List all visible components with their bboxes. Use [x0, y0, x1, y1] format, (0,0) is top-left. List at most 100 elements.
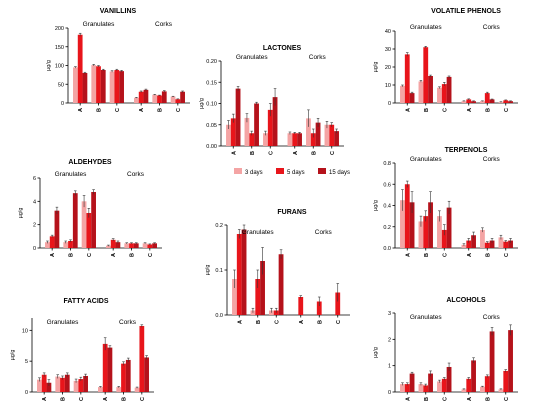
bar [306, 118, 311, 146]
group-label: Granulates [242, 229, 275, 236]
chart-panel-fatty-acids: FATTY ACIDS 0 5 10 µg/g A B C A B C Granulates Corks [10, 298, 154, 401]
bar [45, 242, 50, 248]
bar [400, 200, 405, 248]
chart-panel-aldehydes: ALDEHYDES 0 2 4 6 µg/g A B C A B C Granulates Corks [18, 159, 162, 257]
y-tick-label: 0.6 [383, 182, 391, 188]
group-label: Corks [483, 314, 501, 321]
x-tick-label: A [111, 253, 117, 257]
x-tick-label: A [299, 320, 305, 324]
chart-title: VANILLINS [100, 8, 137, 15]
bar [109, 71, 115, 103]
y-tick-label: 0 [33, 246, 36, 252]
bar [298, 297, 304, 315]
chart-title: ALDEHYDES [68, 159, 112, 166]
bar [115, 242, 121, 248]
x-tick-label: B [424, 108, 430, 112]
bar [133, 243, 139, 248]
x-tick-label: A [293, 151, 299, 155]
group-label: Corks [315, 229, 333, 236]
y-tick-label: 0.10 [206, 102, 217, 108]
bar [244, 117, 250, 146]
bar [226, 124, 231, 146]
bar [466, 99, 472, 103]
bar [278, 254, 284, 315]
group-label: Corks [155, 21, 173, 28]
x-tick-label: B [485, 108, 491, 112]
x-tick-label: B [317, 320, 323, 324]
bar [409, 373, 415, 392]
bar [409, 93, 415, 103]
bar [254, 103, 259, 146]
y-tick-label: 40 [385, 29, 391, 35]
x-tick-label: B [69, 253, 75, 257]
x-tick-label: B [122, 397, 128, 401]
bar [404, 54, 410, 103]
x-tick-label: B [424, 253, 430, 257]
y-tick-label: 0.20 [206, 59, 217, 65]
y-tick-label: 4 [33, 199, 36, 205]
bar [484, 376, 490, 392]
x-tick-label: A [405, 108, 411, 112]
bar [249, 133, 255, 146]
x-tick-label: C [115, 108, 121, 112]
bar [437, 381, 442, 392]
legend-swatch [318, 168, 326, 174]
chart-panel-vanillins: VANILLINS 0 50 100 150 200 µg/g A B C A B C Granulate… [46, 8, 190, 112]
y-tick-label: 0.15 [206, 80, 217, 86]
y-tick-label: 1 [388, 364, 391, 370]
x-tick-label: C [504, 253, 510, 257]
bar [41, 374, 47, 392]
x-tick-label: B [130, 253, 136, 257]
bar [102, 343, 108, 392]
bar [441, 378, 447, 392]
bar [292, 133, 298, 146]
bar [235, 88, 241, 146]
x-tick-label: A [405, 397, 411, 401]
x-tick-label: A [467, 397, 473, 401]
bar [446, 366, 452, 392]
bar [91, 65, 97, 103]
bar [72, 193, 78, 248]
bar [98, 387, 103, 392]
bar [418, 384, 424, 392]
bar [60, 377, 65, 392]
x-tick-label: C [140, 397, 146, 401]
x-tick-label: B [250, 151, 256, 155]
group-label: Corks [309, 54, 327, 61]
y-axis-label: µg/g [373, 200, 379, 211]
chart-title: FATTY ACIDS [64, 298, 109, 305]
bar [147, 244, 153, 248]
bar [86, 213, 92, 248]
bar [64, 374, 70, 392]
chart-panel-lactones: LACTONES 0.00 0.05 0.10 0.15 0.20 µg/g A B C A B C Gr… [199, 45, 344, 155]
bar [119, 71, 124, 103]
bar [255, 279, 261, 315]
x-tick-label: C [274, 320, 280, 324]
bar [73, 67, 78, 103]
legend-swatch [234, 168, 242, 174]
bar [484, 242, 490, 248]
bar [81, 201, 87, 248]
group-label: Granulates [410, 314, 443, 321]
bar [236, 234, 242, 315]
y-tick-label: 100 [55, 64, 64, 70]
bar [63, 242, 69, 248]
bar [471, 360, 476, 392]
y-tick-label: 0 [61, 101, 64, 107]
group-label: Granulates [410, 156, 443, 163]
bar [110, 239, 116, 248]
bar [263, 133, 268, 146]
bar [409, 202, 415, 248]
bar [170, 96, 176, 103]
bar [461, 389, 467, 392]
x-tick-label: A [139, 108, 145, 112]
chart-title: LACTONES [263, 45, 302, 52]
x-tick-label: C [176, 108, 182, 112]
y-axis-label: µg/g [205, 265, 211, 276]
x-tick-label: A [42, 397, 48, 401]
bar [83, 375, 88, 392]
group-label: Granulates [236, 54, 269, 61]
group-label: Granulates [47, 319, 80, 326]
x-tick-label: B [158, 108, 164, 112]
x-tick-label: B [97, 108, 103, 112]
